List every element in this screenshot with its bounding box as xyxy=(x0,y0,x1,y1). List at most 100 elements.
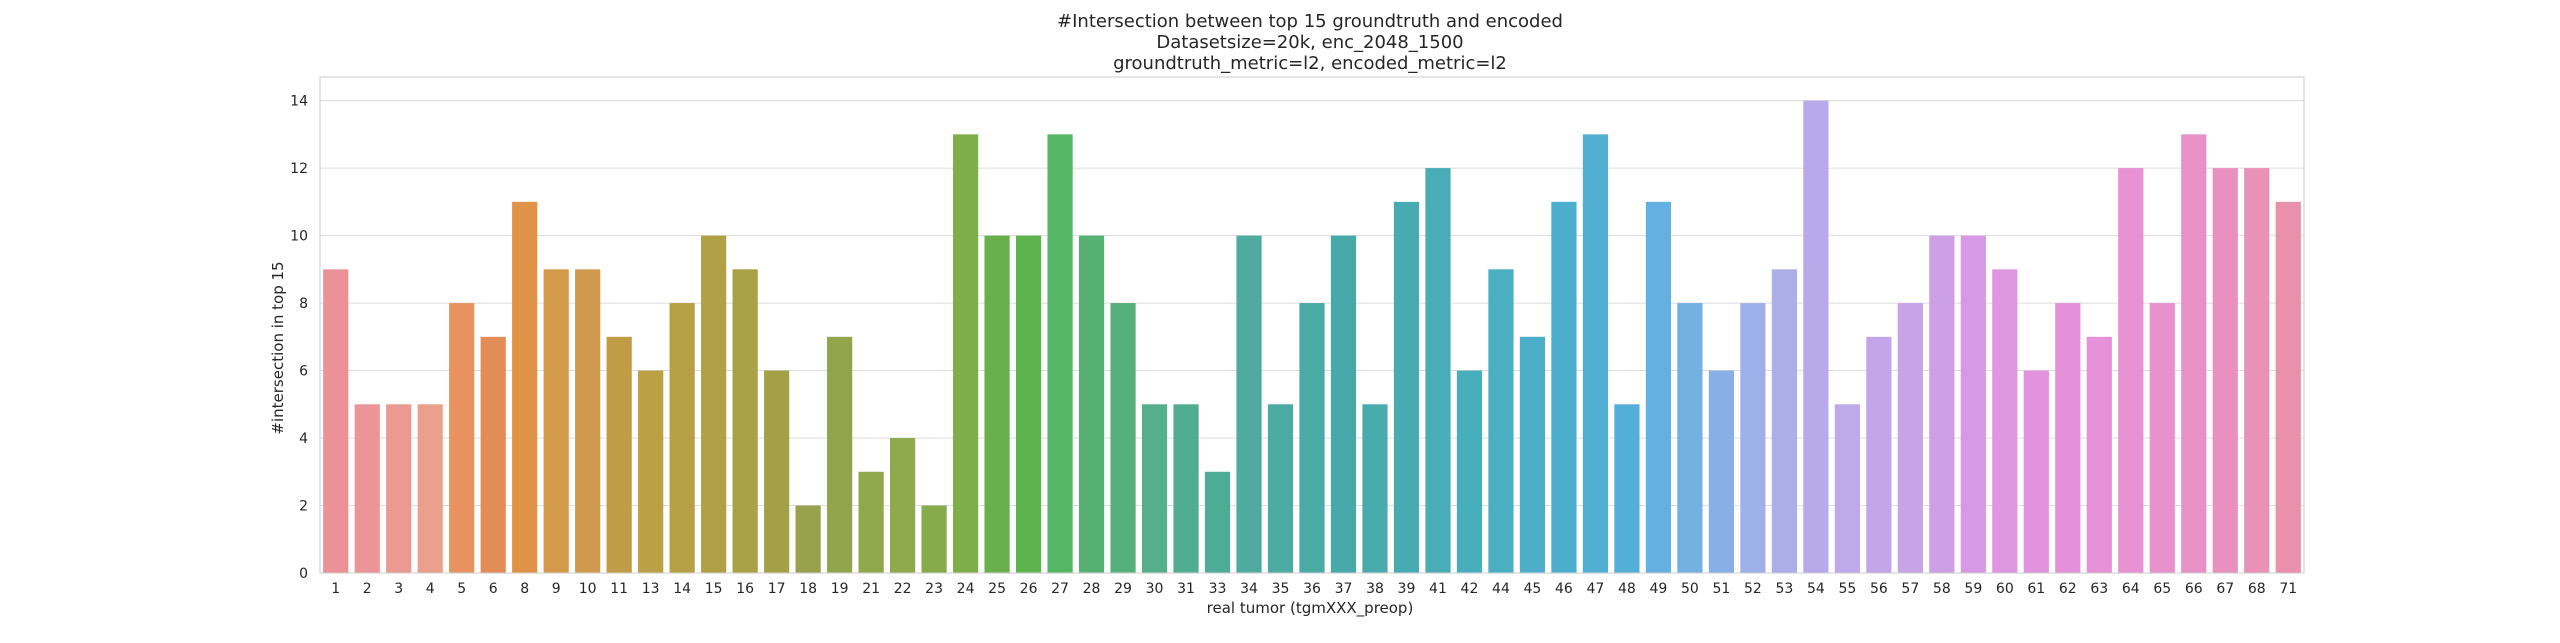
bar-10 xyxy=(575,269,601,573)
x-tick-label: 21 xyxy=(862,581,880,597)
bar-11 xyxy=(606,336,632,573)
y-tick-label: 4 xyxy=(299,431,308,447)
x-tick-label: 39 xyxy=(1398,581,1416,597)
x-tick-label: 23 xyxy=(925,581,943,597)
bar-36 xyxy=(1299,303,1325,573)
x-tick-label: 22 xyxy=(894,581,912,597)
x-tick-label: 63 xyxy=(2090,581,2108,597)
y-tick-label: 8 xyxy=(299,296,308,312)
x-tick-label: 38 xyxy=(1366,581,1384,597)
bar-39 xyxy=(1393,201,1420,573)
x-tick-label: 67 xyxy=(2216,581,2234,597)
bar-61 xyxy=(2023,370,2049,573)
x-tick-label: 2 xyxy=(363,581,372,597)
bar-66 xyxy=(2181,134,2207,574)
bar-35 xyxy=(1267,404,1294,573)
x-tick-label: 62 xyxy=(2059,581,2077,597)
plot-frame xyxy=(319,76,2305,574)
bar-47 xyxy=(1582,134,1609,574)
x-tick-label: 68 xyxy=(2248,581,2266,597)
y-tick-label: 6 xyxy=(299,364,308,380)
bar-31 xyxy=(1173,404,1199,573)
bar-59 xyxy=(1960,235,1986,574)
x-tick-label: 3 xyxy=(394,581,403,597)
x-tick-label: 61 xyxy=(2027,581,2045,597)
bar-42 xyxy=(1456,370,1483,573)
x-tick-label: 28 xyxy=(1083,581,1101,597)
bar-48 xyxy=(1614,404,1640,573)
x-tick-label: 15 xyxy=(705,581,723,597)
bar-37 xyxy=(1330,235,1357,574)
x-tick-label: 41 xyxy=(1429,581,1447,597)
bar-19 xyxy=(827,336,853,573)
x-tick-label: 34 xyxy=(1240,581,1258,597)
bar-1 xyxy=(323,269,349,573)
bar-44 xyxy=(1488,269,1514,573)
chart-title-line-3: groundtruth_metric=l2, encoded_metric=l2 xyxy=(1113,53,1507,74)
x-tick-label: 47 xyxy=(1587,581,1605,597)
y-tick-label: 12 xyxy=(290,161,308,177)
bar-2 xyxy=(354,404,380,573)
bar-46 xyxy=(1551,201,1577,573)
x-tick-label: 33 xyxy=(1209,581,1227,597)
bar-24 xyxy=(952,134,979,574)
x-tick-label: 42 xyxy=(1461,581,1479,597)
x-tick-label: 30 xyxy=(1146,581,1164,597)
x-tick-label: 36 xyxy=(1303,581,1321,597)
bar-57 xyxy=(1897,303,1923,573)
x-tick-label: 49 xyxy=(1649,581,1667,597)
x-tick-label: 57 xyxy=(1901,581,1919,597)
y-tick-label: 0 xyxy=(299,566,308,582)
x-tick-label: 58 xyxy=(1933,581,1951,597)
bar-68 xyxy=(2244,168,2270,573)
bar-14 xyxy=(669,303,695,573)
x-tick-label: 45 xyxy=(1524,581,1542,597)
x-tick-label: 46 xyxy=(1555,581,1573,597)
x-tick-label: 53 xyxy=(1775,581,1793,597)
x-tick-label: 48 xyxy=(1618,581,1636,597)
bar-58 xyxy=(1929,235,1955,574)
x-tick-label: 71 xyxy=(2279,581,2297,597)
x-tick-label: 11 xyxy=(610,581,628,597)
chart-title-line-1: #Intersection between top 15 groundtruth… xyxy=(1057,11,1563,32)
x-tick-label: 44 xyxy=(1492,581,1510,597)
x-tick-label: 54 xyxy=(1807,581,1825,597)
x-tick-label: 29 xyxy=(1114,581,1132,597)
x-tick-label: 27 xyxy=(1051,581,1069,597)
x-tick-label: 64 xyxy=(2122,581,2140,597)
x-tick-labels: 1 2 3 4 5 6 8 9 10 11 13 14 15 16 17 18 19 21 22 23 24 25 26 27… xyxy=(331,581,2297,597)
x-tick-label: 26 xyxy=(1020,581,1038,597)
bar-38 xyxy=(1362,404,1388,573)
bar-51 xyxy=(1708,370,1734,573)
bar-18 xyxy=(795,505,821,573)
bar-6 xyxy=(480,336,506,573)
bar-53 xyxy=(1771,269,1797,573)
x-tick-label: 5 xyxy=(457,581,466,597)
x-tick-label: 52 xyxy=(1744,581,1762,597)
bar-22 xyxy=(890,438,916,573)
bars xyxy=(323,100,2301,574)
bar-4 xyxy=(417,404,443,573)
x-tick-label: 17 xyxy=(768,581,786,597)
bar-3 xyxy=(386,404,412,573)
bar-63 xyxy=(2086,336,2112,573)
x-tick-label: 10 xyxy=(579,581,597,597)
bar-17 xyxy=(764,370,790,573)
x-tick-label: 65 xyxy=(2153,581,2171,597)
y-axis-label: #intersection in top 15 xyxy=(269,261,287,434)
bar-45 xyxy=(1519,336,1546,573)
x-tick-label: 19 xyxy=(831,581,849,597)
bar-27 xyxy=(1047,134,1073,574)
x-tick-label: 16 xyxy=(736,581,754,597)
x-tick-label: 50 xyxy=(1681,581,1699,597)
x-tick-label: 25 xyxy=(988,581,1006,597)
bar-13 xyxy=(638,370,664,573)
bar-67 xyxy=(2212,168,2238,573)
bar-29 xyxy=(1110,303,1136,573)
bar-52 xyxy=(1740,303,1766,573)
x-axis-label: real tumor (tgmXXX_preop) xyxy=(1207,599,1414,618)
y-tick-label: 14 xyxy=(290,94,308,110)
x-tick-label: 6 xyxy=(489,581,498,597)
x-tick-label: 35 xyxy=(1272,581,1290,597)
